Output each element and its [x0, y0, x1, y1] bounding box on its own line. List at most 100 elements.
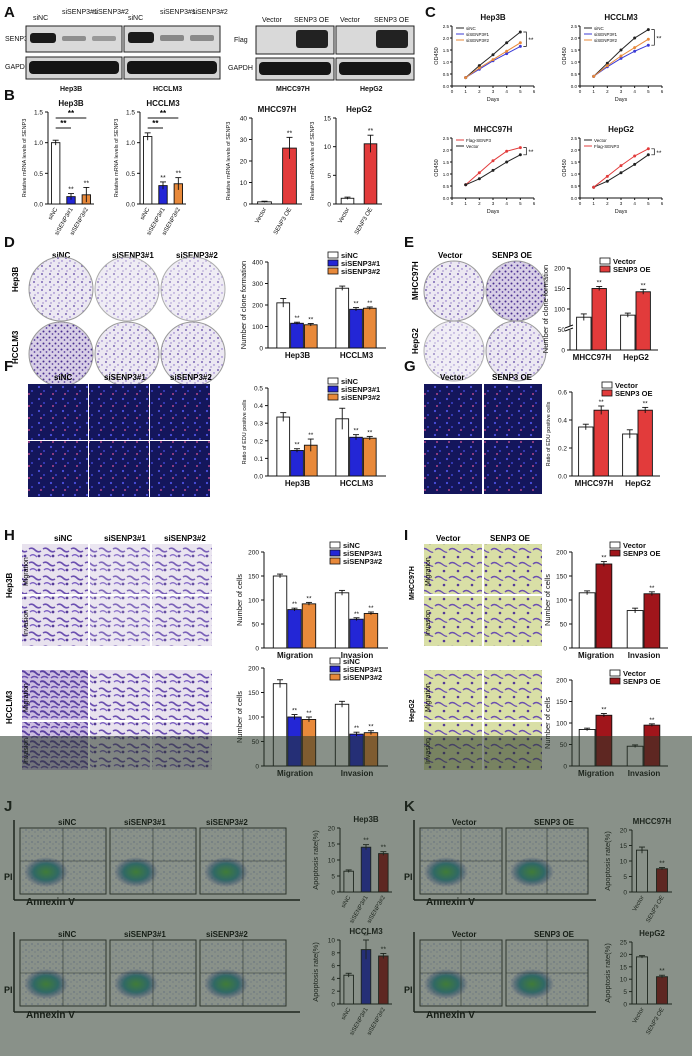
y-tick-label: 0.5 [126, 171, 135, 178]
significance-label: ** [528, 149, 534, 156]
y-tick-label: 1.0 [571, 172, 578, 177]
x-tick-label: HepG2 [625, 479, 651, 488]
chart-c2: 0.0 0.5 1.0 1.5 2.0 2.5 0 1 2 3 4 5 6 Days OD450 HCCLM3… [562, 13, 664, 103]
y-tick-label: 15 [620, 843, 628, 850]
culture-dish [423, 320, 485, 382]
x-tick-label: siNC [341, 894, 353, 909]
transwell-tile [90, 596, 150, 646]
transwell-tile [424, 596, 482, 646]
blot-band [62, 36, 86, 41]
chart-c3: 0.0 0.5 1.0 1.5 2.0 2.5 0 1 2 3 4 5 6 Days OD450 MHCC97… [434, 125, 536, 215]
y-tick-label: 0.5 [571, 72, 578, 77]
significance-label: ** [294, 315, 300, 322]
data-point [619, 56, 623, 60]
y-tick-label: 2.0 [571, 36, 578, 41]
transwell-tile [90, 544, 150, 594]
data-point [491, 53, 495, 57]
data-point [491, 58, 495, 62]
x-tick-label: 4 [505, 201, 508, 206]
y-tick-label: 25 [620, 940, 628, 947]
y-tick-label: 30 [240, 137, 248, 144]
y-tick-label: 150 [556, 574, 567, 581]
x-tick-label: 5 [519, 201, 522, 206]
data-point [619, 48, 623, 52]
y-tick-label: 0 [623, 1002, 627, 1009]
y-tick-label: 0.6 [558, 390, 567, 397]
blot-band [259, 62, 331, 75]
x-tick-label: Hep3B [285, 351, 311, 360]
data-point [646, 147, 650, 151]
y-tick-label: 0.1 [254, 456, 263, 463]
bar [636, 956, 648, 1005]
column-label: Vector [440, 373, 464, 382]
bar [51, 142, 61, 205]
data-point [505, 52, 509, 56]
significance-label: ** [306, 595, 312, 602]
y-axis-label: Relative mRNA levels of SENP3 [114, 119, 120, 198]
x-tick-label: 6 [661, 89, 664, 94]
legend-label: siNC [341, 251, 359, 260]
row-label: HCCLM3 [11, 330, 20, 364]
data-point [477, 171, 481, 175]
data-point [633, 49, 637, 53]
legend-swatch [329, 673, 341, 681]
data-point [518, 146, 522, 150]
panel-label-d: D [4, 234, 15, 251]
data-point [518, 44, 522, 48]
x-tick-label: siSENP3#2 [367, 1006, 388, 1036]
blot-row-label-gapdh: GAPDH [5, 64, 30, 71]
data-point [633, 46, 637, 50]
y-tick-label: 50 [252, 739, 260, 746]
bar [303, 324, 318, 349]
y-axis-label: Apoptosis rate(%) [603, 831, 612, 891]
bar [287, 609, 302, 649]
y-tick-label: 5 [623, 989, 627, 996]
row-sublabel: Migration [23, 557, 30, 586]
chart-title: HCCLM3 [349, 927, 383, 936]
x-tick-label: 3 [620, 89, 623, 94]
blot-lane-label: siSENP3#2 [93, 9, 129, 16]
transwell-tile [90, 670, 150, 720]
bar [362, 437, 377, 477]
legend-label: Vector [466, 144, 479, 149]
x-tick-label: 0 [579, 201, 582, 206]
data-point [491, 159, 495, 163]
y-tick-label: 10 [620, 859, 628, 866]
x-tick-label: 2 [478, 89, 481, 94]
chart-b3: 0 10 20 30 40 Relative mRNA levels of SENP3 Ve… [226, 105, 302, 236]
flow-plot [505, 939, 589, 1007]
row-label: Hep3B [11, 266, 20, 292]
y-axis-label: Apoptosis rate(%) [603, 943, 612, 1003]
bar [626, 745, 644, 767]
data-point [592, 185, 596, 189]
series-line [593, 148, 649, 188]
panel-label-f: F [4, 358, 13, 375]
y-tick-label: 20 [328, 826, 336, 833]
bar [578, 426, 594, 477]
y-tick-label: 200 [248, 550, 259, 557]
y-axis-label: Number of clone formation [541, 265, 550, 353]
significance-label: ** [381, 845, 387, 852]
significance-label: ** [368, 128, 374, 135]
microscopy-tile [28, 384, 88, 440]
microscopy-tile [89, 384, 149, 440]
bar [343, 974, 354, 1005]
chart-title: MHCC97H [633, 817, 672, 826]
transwell-tile [484, 544, 542, 594]
data-point [633, 154, 637, 158]
microscopy-tile [424, 384, 482, 438]
chart-title: Hep3B [58, 99, 84, 108]
legend-label: siSENP3#2 [466, 38, 490, 43]
bar [363, 732, 379, 767]
legend-label: Vector [594, 138, 607, 143]
column-label: siNC [54, 373, 72, 382]
bar [636, 849, 648, 893]
edu-images-g: Vector SENP3 OE MHCC97H HepG2 [424, 373, 542, 494]
legend-label: Vector [613, 257, 636, 266]
blot-band [339, 62, 411, 75]
blot-lane-label: siSENP3#1 [160, 9, 196, 16]
chart-f: 0.0 0.1 0.2 0.3 0.4 0.5 Ratio of EDU positive … [242, 377, 386, 488]
chart-g: 0.0 0.2 0.4 0.6 Ratio of EDU positive cells *… [546, 381, 660, 488]
bar [287, 716, 302, 767]
